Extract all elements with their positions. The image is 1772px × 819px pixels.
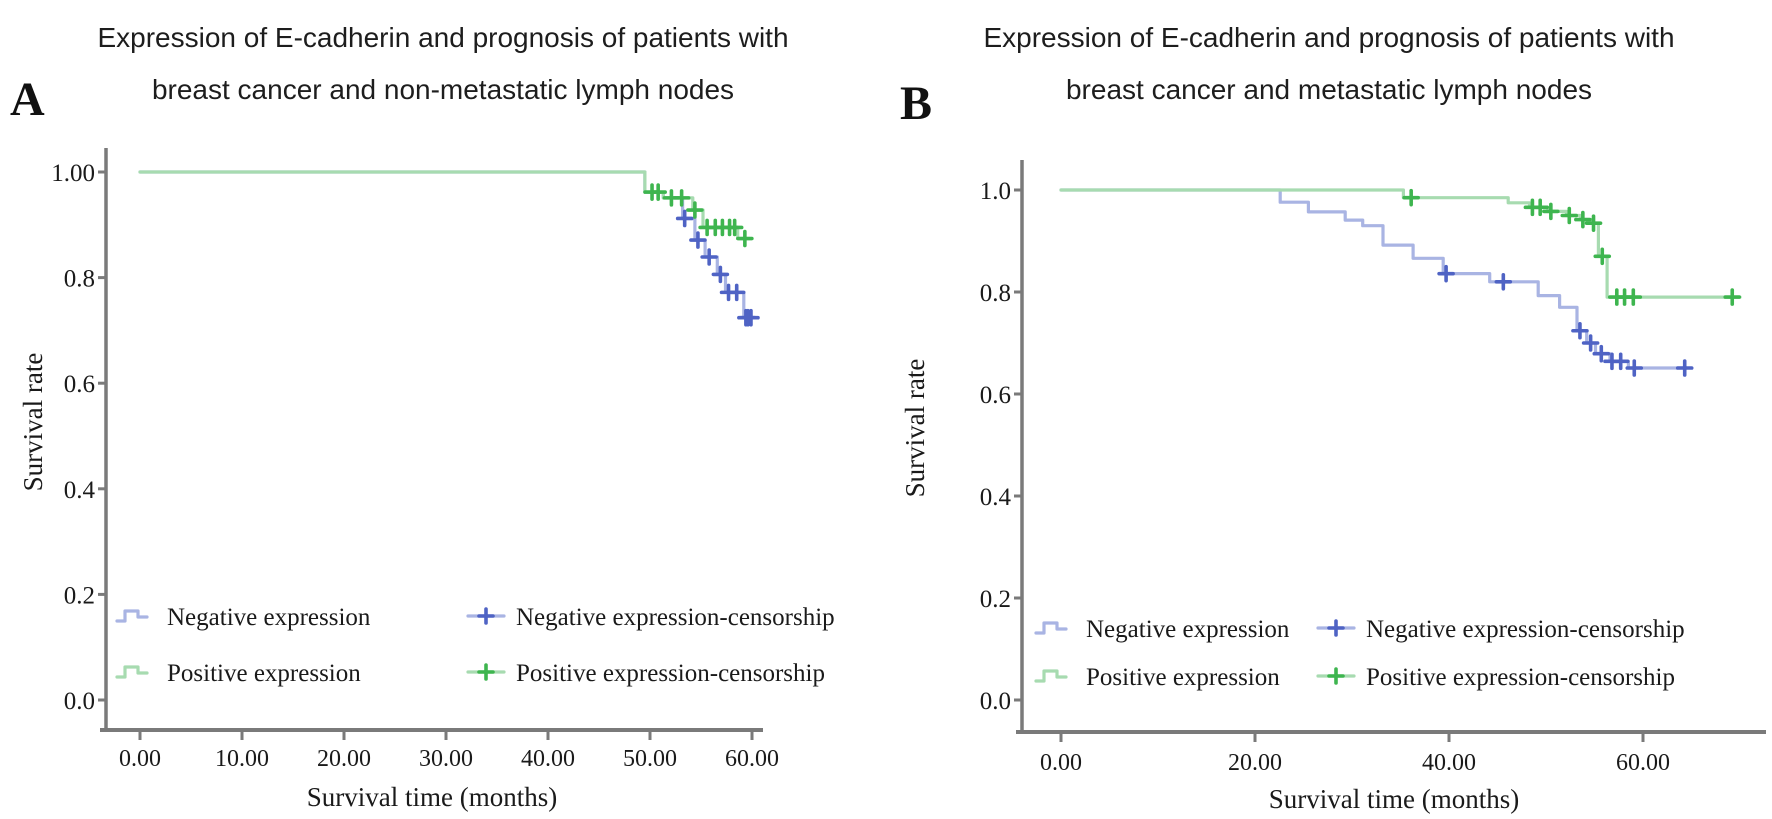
y-tick-label: 0.0	[64, 688, 95, 715]
y-tick-label: 0.4	[980, 484, 1012, 511]
panel-b-legend: Negative expression Positive expression Ne…	[1034, 616, 1685, 691]
panel-a-y-axis-ticks: 1.00 0.8 0.6 0.4 0.2 0.0	[51, 160, 106, 715]
panel-a-title: Expression of E-cadherin and prognosis o…	[20, 12, 866, 116]
panel-a-axes	[100, 148, 763, 732]
panel-b-censor-marks-positive	[1402, 188, 1742, 306]
panel-a-legend: Negative expression Positive expression Ne…	[115, 604, 835, 687]
legend-label: Positive expression-censorship	[1366, 664, 1675, 691]
x-tick-label: 40.00	[1422, 750, 1476, 776]
panel-a-x-axis-ticks: 0.00 10.00 20.00 30.00 40.00 50.00 60.00	[119, 730, 779, 772]
panel-a-title-line1: Expression of E-cadherin and prognosis o…	[97, 22, 789, 53]
panel-b-letter: B	[900, 77, 933, 130]
y-tick-label: 0.2	[64, 582, 95, 609]
y-tick-label: 0.4	[64, 477, 96, 504]
panel-a-censor-marks-negative	[675, 209, 760, 327]
panel-b-axes	[1016, 160, 1766, 734]
legend-label: Positive expression-censorship	[516, 660, 825, 687]
x-tick-label: 10.00	[215, 746, 269, 772]
x-tick-label: 50.00	[623, 746, 677, 772]
panel-b-x-axis-ticks: 0.00 20.00 40.00 60.00	[1040, 732, 1670, 776]
legend-label: Negative expression	[1086, 616, 1290, 643]
legend-label: Positive expression	[1086, 664, 1280, 691]
legend-item-positive-censor: Positive expression-censorship	[466, 660, 825, 687]
legend-line-symbol	[115, 609, 149, 623]
panel-a-chart: 0.00 10.00 20.00 30.00 40.00 50.00 60.00 1.00 0.…	[18, 148, 835, 812]
x-tick-label: 30.00	[419, 746, 473, 772]
panel-b-y-axis-ticks: 1.0 0.8 0.6 0.4 0.2 0.0	[980, 178, 1022, 715]
y-tick-label: 0.6	[64, 371, 95, 398]
legend-item-negative-line: Negative expression	[115, 604, 371, 631]
y-tick-label: 0.8	[64, 266, 95, 293]
panel-b: Expression of E-cadherin and prognosis o…	[886, 0, 1772, 819]
panel-b-survival-curve-positive	[1059, 188, 1742, 299]
x-tick-label: 20.00	[317, 746, 371, 772]
legend-label: Negative expression	[167, 604, 371, 631]
x-tick-label: 60.00	[725, 746, 779, 772]
legend-label: Negative expression-censorship	[516, 604, 835, 631]
panel-b-y-axis-label: Survival rate	[900, 359, 930, 498]
panel-a-letter: A	[10, 73, 45, 126]
y-tick-label: 0.0	[980, 688, 1011, 715]
y-tick-label: 0.6	[980, 382, 1011, 409]
y-tick-label: 1.0	[980, 178, 1011, 205]
panel-a-y-axis-label: Survival rate	[18, 353, 48, 492]
panel-b-title-line1: Expression of E-cadherin and prognosis o…	[983, 22, 1675, 53]
panel-b-title: Expression of E-cadherin and prognosis o…	[906, 12, 1752, 116]
legend-item-positive-censor: Positive expression-censorship	[1316, 664, 1675, 691]
panel-a: Expression of E-cadherin and prognosis o…	[10, 12, 866, 812]
legend-item-negative-line: Negative expression	[1034, 616, 1290, 643]
x-tick-label: 60.00	[1616, 750, 1670, 776]
legend-label: Negative expression-censorship	[1366, 616, 1685, 643]
legend-line-symbol	[1034, 669, 1068, 683]
panel-b-x-axis-label: Survival time (months)	[1269, 784, 1519, 814]
x-tick-label: 0.00	[119, 746, 161, 772]
legend-item-negative-censor: Negative expression-censorship	[466, 604, 835, 631]
y-tick-label: 1.00	[51, 160, 95, 187]
legend-line-symbol	[1034, 621, 1068, 635]
panel-a-title-line2: breast cancer and non-metastatic lymph n…	[151, 74, 735, 105]
x-tick-label: 0.00	[1040, 750, 1082, 776]
panel-a-x-axis-label: Survival time (months)	[307, 782, 557, 812]
panel-b-chart: 0.00 20.00 40.00 60.00 1.0 0.8 0.6 0.4 0.2 0.0 Sur…	[900, 160, 1766, 814]
x-tick-label: 20.00	[1228, 750, 1282, 776]
legend-label: Positive expression	[167, 660, 361, 687]
legend-item-negative-censor: Negative expression-censorship	[1316, 616, 1685, 643]
y-tick-label: 0.2	[980, 586, 1011, 613]
legend-item-positive-line: Positive expression	[115, 660, 361, 687]
legend-item-positive-line: Positive expression	[1034, 664, 1280, 691]
y-tick-label: 0.8	[980, 280, 1011, 307]
panel-b-title-line2: breast cancer and metastatic lymph nodes	[1065, 74, 1593, 105]
panel-a-survival-curve-positive	[138, 170, 752, 241]
panel-b-censor-marks-negative	[1437, 264, 1694, 377]
x-tick-label: 40.00	[521, 746, 575, 772]
legend-line-symbol	[115, 665, 149, 679]
panel-a-censor-marks-positive	[643, 183, 754, 248]
